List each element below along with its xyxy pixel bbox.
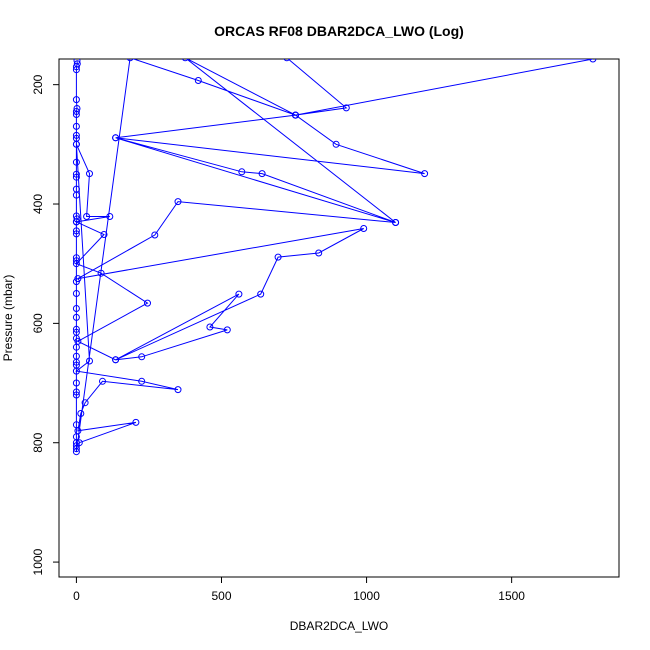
data-point <box>589 59 597 63</box>
data-point <box>283 59 291 62</box>
data-point <box>274 253 282 261</box>
data-point <box>77 410 85 417</box>
data-point <box>72 358 80 366</box>
data-point <box>235 290 243 298</box>
data-point <box>100 231 108 238</box>
data-point <box>72 305 80 312</box>
data-point <box>132 418 140 426</box>
data-point <box>72 96 80 104</box>
data-point <box>332 140 340 148</box>
data-point <box>315 249 323 257</box>
y-axis-label: Pressure (mbar) <box>1 275 15 362</box>
data-point <box>72 445 80 453</box>
x-tick-label: 0 <box>73 589 80 603</box>
x-axis: 0 500 1000 1500 <box>73 577 525 603</box>
data-point <box>72 158 80 166</box>
data-point <box>72 379 80 387</box>
data-point <box>75 439 83 447</box>
data-point <box>151 231 159 239</box>
x-tick-label: 1500 <box>498 589 525 603</box>
data-point <box>72 313 80 321</box>
data-point <box>72 388 80 396</box>
data-point <box>106 213 114 220</box>
data-point <box>72 325 80 333</box>
x-axis-label: DBAR2DCA_LWO <box>290 619 388 633</box>
data-point <box>223 326 231 334</box>
data-point <box>138 353 146 361</box>
data-point <box>72 170 80 178</box>
data-point <box>238 168 246 176</box>
data-point <box>99 377 106 385</box>
y-tick-label: 600 <box>31 313 45 333</box>
data-point <box>72 230 80 238</box>
data-point <box>97 269 105 277</box>
data-point <box>181 59 189 62</box>
data-point <box>72 260 80 268</box>
data-point <box>257 290 265 298</box>
series-line <box>74 59 593 452</box>
data-point <box>194 77 202 84</box>
data-point <box>72 173 80 181</box>
data-point <box>112 356 120 364</box>
chart-title: ORCAS RF08 DBAR2DCA_LWO (Log) <box>214 23 464 39</box>
data-point <box>126 59 134 62</box>
data-point <box>72 131 80 139</box>
data-point <box>72 290 80 297</box>
data-point <box>174 386 182 394</box>
data-point <box>72 391 80 399</box>
data-point <box>138 377 146 385</box>
data-point <box>292 111 299 119</box>
data-point <box>72 111 80 118</box>
y-tick-label: 800 <box>31 432 45 452</box>
data-point <box>72 122 80 130</box>
data-point <box>206 323 214 331</box>
data-point <box>258 170 266 178</box>
data-point <box>74 275 82 283</box>
data-point <box>72 257 80 265</box>
x-tick-label: 1000 <box>353 589 380 603</box>
x-tick-label: 500 <box>211 589 231 603</box>
data-point <box>72 191 80 199</box>
data-point <box>72 227 80 235</box>
y-tick-label: 1000 <box>31 548 45 575</box>
data-point <box>72 108 80 115</box>
data-point <box>74 337 82 345</box>
data-point <box>72 218 80 226</box>
data-point <box>72 367 80 375</box>
y-tick-label: 400 <box>31 194 45 214</box>
data-point <box>392 219 400 226</box>
series-layer <box>72 59 597 456</box>
data-point <box>112 134 120 142</box>
data-point <box>72 63 80 71</box>
data-point <box>83 213 91 220</box>
y-axis: 200 400 600 800 1000 <box>31 74 59 575</box>
plot-frame <box>58 58 620 578</box>
data-point <box>72 448 80 456</box>
data-point <box>421 170 429 178</box>
data-point <box>86 357 93 365</box>
y-tick-label: 200 <box>31 74 45 94</box>
data-point <box>360 225 368 232</box>
data-point <box>174 198 182 206</box>
data-point <box>72 140 80 148</box>
data-point <box>342 104 350 112</box>
data-point <box>144 299 151 307</box>
data-point <box>86 170 93 178</box>
data-point <box>74 427 82 435</box>
data-point <box>81 399 89 407</box>
data-point <box>73 215 81 223</box>
data-point <box>72 66 80 74</box>
